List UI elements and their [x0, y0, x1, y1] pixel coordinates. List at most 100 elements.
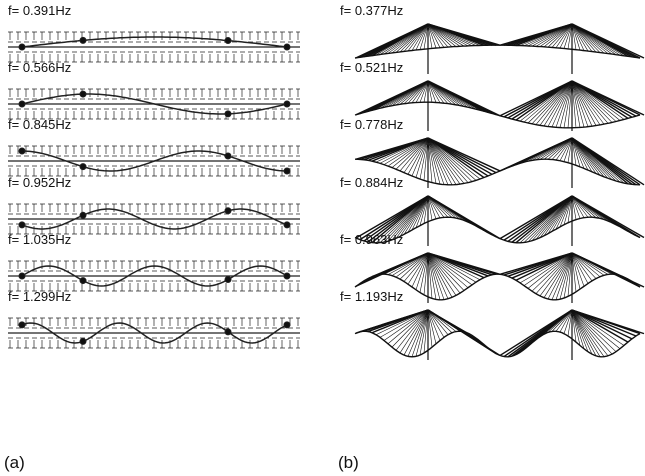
cable — [547, 80, 573, 127]
cable — [427, 23, 501, 46]
cable — [523, 195, 573, 243]
cable — [523, 80, 573, 123]
cable — [571, 137, 613, 180]
bridge-model — [354, 137, 645, 188]
mode-frequency: f= 0.952Hz — [8, 175, 71, 190]
cable — [571, 80, 621, 121]
cable — [407, 80, 429, 104]
cable — [379, 309, 429, 338]
cable — [399, 195, 429, 237]
support — [283, 100, 291, 108]
cable — [395, 80, 429, 106]
cable — [391, 23, 429, 54]
cable — [427, 252, 445, 300]
cable — [535, 195, 573, 240]
cable — [375, 195, 429, 244]
support — [18, 272, 26, 280]
mode-shape — [21, 322, 288, 344]
support — [224, 37, 232, 45]
cable — [403, 80, 429, 104]
cable — [551, 80, 573, 128]
cable — [571, 137, 589, 171]
cable — [571, 80, 597, 126]
cable — [391, 195, 429, 241]
cable — [551, 195, 573, 232]
cable — [571, 80, 617, 122]
cable — [411, 80, 429, 104]
support — [283, 221, 291, 229]
cable — [427, 23, 437, 49]
cable — [399, 309, 429, 354]
cable — [571, 137, 645, 186]
cable — [375, 137, 429, 163]
support — [79, 337, 87, 345]
cable — [371, 137, 429, 162]
cable — [547, 137, 573, 160]
cable — [427, 23, 469, 47]
cable — [427, 137, 469, 183]
support — [79, 90, 87, 98]
cable — [571, 252, 645, 288]
cable — [399, 80, 429, 105]
cable — [403, 23, 429, 52]
cable — [571, 195, 589, 218]
cable — [427, 252, 441, 300]
cable — [571, 23, 597, 53]
cable — [419, 80, 429, 103]
cable — [371, 195, 429, 244]
cable — [571, 80, 605, 125]
cable — [571, 137, 617, 182]
mode-frequency: f= 0.884Hz — [340, 175, 403, 190]
cable — [563, 252, 573, 299]
cable — [571, 23, 605, 54]
cable — [571, 137, 585, 169]
mode-frequency: f= 0.963Hz — [340, 232, 403, 247]
cable — [571, 23, 645, 59]
cable — [559, 195, 573, 228]
cable — [571, 137, 605, 177]
cable — [427, 309, 437, 344]
cable — [539, 80, 573, 126]
cable — [571, 195, 593, 218]
cable — [427, 80, 433, 103]
cable — [539, 23, 573, 47]
cable — [391, 252, 429, 276]
cable — [559, 80, 573, 128]
cable — [415, 195, 429, 228]
cable — [403, 252, 429, 282]
cable — [571, 80, 609, 124]
beam-model — [8, 260, 300, 292]
cable — [423, 23, 429, 50]
support — [283, 272, 291, 280]
support — [283, 321, 291, 329]
cable — [423, 80, 429, 103]
cable — [375, 309, 429, 335]
cable — [567, 80, 573, 128]
cable — [571, 137, 609, 179]
cable — [427, 80, 457, 106]
bridge-model — [354, 309, 645, 360]
cable — [427, 137, 445, 185]
support — [224, 207, 232, 215]
cable — [427, 137, 477, 181]
cable — [387, 195, 429, 242]
mode-frequency: f= 0.845Hz — [8, 117, 71, 132]
beam-model — [8, 88, 300, 120]
cable — [571, 23, 609, 54]
cable — [427, 195, 441, 219]
cable — [571, 137, 597, 174]
cable — [567, 252, 573, 297]
cable — [427, 309, 433, 348]
cable — [555, 309, 573, 332]
cable — [535, 252, 573, 294]
cable — [543, 80, 573, 127]
cable — [567, 137, 573, 163]
cable — [539, 195, 573, 238]
cable — [527, 80, 573, 124]
cable — [395, 195, 429, 239]
mode-shape — [21, 265, 288, 287]
cable — [571, 309, 577, 343]
cable — [427, 309, 501, 357]
mode-frequency: f= 0.391Hz — [8, 3, 71, 18]
